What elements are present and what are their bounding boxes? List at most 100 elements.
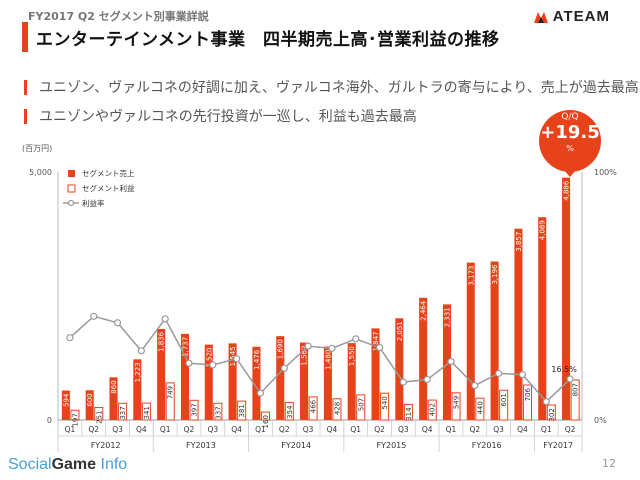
legend-swatch-sales bbox=[68, 170, 75, 177]
quarter-tick-label: Q3 bbox=[207, 425, 218, 434]
profit-bar bbox=[70, 409, 80, 421]
sales-bar bbox=[347, 343, 356, 420]
footer-brand-a: Social bbox=[8, 456, 52, 473]
quarter-tick-label: Q2 bbox=[88, 425, 99, 434]
quarter-tick-label: Q3 bbox=[398, 425, 409, 434]
sales-value-label: 1,520 bbox=[205, 348, 213, 368]
profit-value-label: 314 bbox=[405, 407, 413, 421]
margin-point bbox=[280, 364, 288, 372]
legend-label: セグメント売上 bbox=[82, 168, 135, 178]
profit-bar bbox=[403, 403, 413, 421]
quarter-tick-label: Q4 bbox=[327, 425, 338, 434]
sales-value-label: 3,857 bbox=[515, 232, 523, 252]
margin-point bbox=[352, 335, 360, 343]
legend-label: セグメント利益 bbox=[82, 183, 135, 193]
profit-bar bbox=[499, 389, 509, 421]
report-subtitle: FY2017 Q2 セグメント別事業詳説 bbox=[28, 10, 209, 23]
ateam-logo: ATEAM bbox=[533, 8, 610, 25]
sales-value-label: 1,737 bbox=[181, 337, 189, 357]
sales-value-label: 1,545 bbox=[229, 346, 237, 366]
profit-value-label: 507 bbox=[357, 398, 365, 411]
profit-value-label: 341 bbox=[143, 406, 151, 419]
page-number: 12 bbox=[602, 457, 616, 470]
profit-value-label: 402 bbox=[429, 403, 437, 416]
margin-point bbox=[209, 361, 217, 369]
profit-value-label: 160 bbox=[262, 415, 270, 428]
sales-bar bbox=[109, 377, 118, 420]
footer-brand-b: Game bbox=[51, 456, 97, 473]
sales-value-label: 4,089 bbox=[539, 220, 547, 240]
profit-bar bbox=[546, 404, 556, 421]
profit-bar bbox=[237, 400, 247, 421]
quarter-tick-label: Q1 bbox=[255, 425, 266, 434]
profit-bar bbox=[451, 392, 461, 421]
profit-bar bbox=[260, 411, 271, 421]
sales-value-label: 1,480 bbox=[324, 350, 332, 370]
quarter-tick-label: Q4 bbox=[422, 425, 433, 434]
sales-bar bbox=[466, 262, 475, 420]
sales-bar bbox=[85, 390, 94, 420]
bullet-point-2: ユニゾンやヴァルコネの先行投資が一巡し、利益も過去最高 bbox=[24, 106, 417, 126]
legend-label: 利益率 bbox=[82, 198, 105, 208]
profit-value-label: 807 bbox=[572, 383, 580, 396]
sales-value-label: 3,196 bbox=[491, 264, 499, 285]
profit-bar bbox=[332, 398, 342, 421]
sales-value-label: 2,464 bbox=[420, 300, 428, 321]
margin-point bbox=[423, 375, 431, 384]
sales-value-label: 1,476 bbox=[253, 349, 261, 370]
sales-bar bbox=[371, 328, 380, 420]
profit-value-label: 749 bbox=[167, 386, 175, 399]
profit-value-label: 549 bbox=[453, 396, 461, 409]
sales-bar bbox=[419, 297, 428, 420]
quarter-tick-label: Q1 bbox=[350, 425, 361, 434]
quarter-tick-label: Q1 bbox=[65, 425, 76, 434]
year-label: FY2015 bbox=[377, 441, 407, 450]
profit-bar bbox=[94, 407, 104, 421]
sales-value-label: 1,562 bbox=[301, 346, 309, 366]
sales-value-label: 2,331 bbox=[443, 307, 451, 327]
profit-value-label: 397 bbox=[191, 403, 199, 416]
y-tick-label: 0 bbox=[47, 416, 52, 425]
quarter-tick-label: Q1 bbox=[446, 425, 457, 434]
profit-value-label: 440 bbox=[476, 401, 484, 414]
footer-brand-c: Info bbox=[100, 456, 128, 473]
y-tick-label: 5,000 bbox=[29, 168, 52, 177]
bullet-text: ユニゾン、ヴァルコネの好調に加え、ヴァルコネ海外、ガルトラの寄与により、売上が過… bbox=[39, 80, 639, 96]
bullet-text: ユニゾンやヴァルコネの先行投資が一巡し、利益も過去最高 bbox=[39, 109, 417, 125]
quarter-tick-label: Q2 bbox=[374, 425, 385, 434]
badge-unit: % bbox=[566, 144, 574, 153]
sales-value-label: 4,886 bbox=[563, 180, 571, 201]
badge-pointer bbox=[564, 170, 576, 177]
qoq-growth-badge: Q/Q +19.5 % bbox=[539, 110, 601, 172]
sales-bar bbox=[276, 336, 285, 420]
profit-bar bbox=[427, 399, 437, 421]
page-title: エンターテインメント事業 四半期売上高･営業利益の推移 bbox=[36, 30, 500, 50]
profit-bar bbox=[475, 397, 485, 421]
profit-bar bbox=[356, 394, 366, 421]
sales-value-label: 2,051 bbox=[396, 321, 404, 341]
y2-tick-label: 0% bbox=[594, 416, 607, 425]
quarter-tick-label: Q4 bbox=[231, 425, 242, 434]
sales-value-label: 3,173 bbox=[467, 266, 475, 286]
sales-value-label: 1,690 bbox=[277, 339, 285, 359]
margin-point bbox=[375, 343, 384, 352]
profit-bar bbox=[118, 402, 128, 421]
sales-value-label: 1,550 bbox=[348, 346, 356, 366]
margin-annotation: 16.5% bbox=[551, 365, 577, 374]
margin-point bbox=[137, 347, 145, 355]
profit-bar bbox=[141, 402, 151, 421]
sales-bar bbox=[490, 261, 499, 420]
sales-bar bbox=[442, 304, 451, 420]
year-label: FY2017 bbox=[543, 441, 573, 450]
sales-bar bbox=[562, 177, 571, 420]
year-label: FY2014 bbox=[281, 441, 311, 450]
profit-value-label: 601 bbox=[500, 393, 508, 406]
margin-line bbox=[69, 315, 571, 403]
logo-text: ATEAM bbox=[552, 8, 610, 25]
margin-point bbox=[495, 369, 503, 377]
margin-point bbox=[113, 319, 122, 327]
margin-point bbox=[256, 389, 265, 397]
sales-bar bbox=[252, 346, 261, 420]
sales-bar bbox=[300, 342, 309, 420]
profit-bar bbox=[308, 396, 318, 421]
